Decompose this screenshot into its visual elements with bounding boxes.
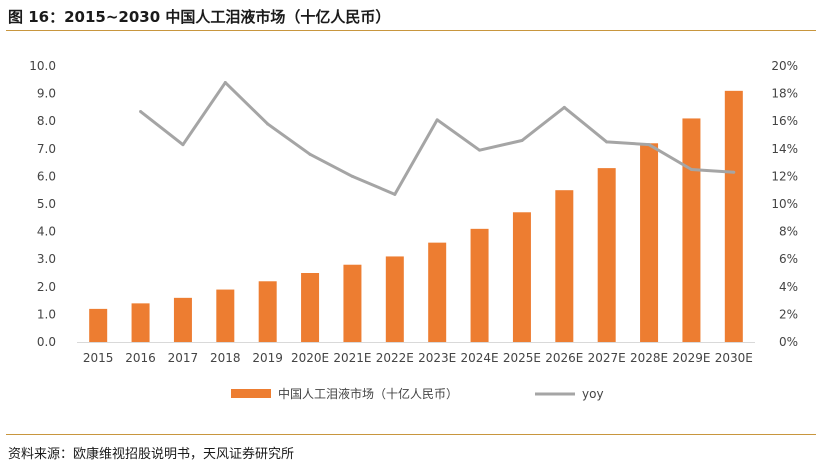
x-tick-label: 2030E [715, 351, 753, 365]
x-tick-label: 2018 [210, 351, 241, 365]
x-tick-label: 2021E [333, 351, 371, 365]
x-tick-label: 2025E [503, 351, 541, 365]
x-tick-label: 2015 [83, 351, 114, 365]
y-left-tick-label: 10.0 [29, 59, 56, 73]
yoy-point-2024E [478, 148, 482, 152]
yoy-point-2022E [393, 192, 397, 196]
footer-divider [6, 434, 816, 435]
y-left-tick-label: 2.0 [37, 280, 56, 294]
y-left-tick-label: 4.0 [37, 225, 56, 239]
y-right-tick-label: 18% [771, 87, 798, 101]
y-right-tick-label: 16% [771, 114, 798, 128]
bar-2028E [640, 143, 659, 342]
bar-2016 [131, 303, 150, 342]
x-tick-label: 2022E [376, 351, 414, 365]
bar-2019 [258, 281, 277, 342]
bar-2024E [470, 228, 489, 342]
x-tick-label: 2016 [125, 351, 156, 365]
bar-2026E [555, 190, 574, 342]
bar-2017 [173, 297, 192, 342]
title-divider [6, 30, 816, 31]
y-left-tick-label: 1.0 [37, 307, 56, 321]
x-tick-label: 2019 [252, 351, 283, 365]
yoy-point-2026E [562, 105, 566, 109]
x-tick-label: 2027E [588, 351, 626, 365]
y-right-tick-label: 20% [771, 59, 798, 73]
x-tick-label: 2024E [461, 351, 499, 365]
yoy-point-2027E [605, 140, 609, 144]
yoy-point-2017 [181, 143, 185, 147]
y-left-tick-label: 7.0 [37, 142, 56, 156]
legend-bar-swatch [231, 389, 271, 398]
bar-2030E [724, 90, 743, 342]
legend-line-label: yoy [582, 387, 604, 401]
bar-2022E [385, 256, 404, 342]
x-tick-label: 2020E [291, 351, 329, 365]
chart-title: 图 16：2015~2030 中国人工泪液市场（十亿人民币） [8, 8, 391, 26]
bar-2027E [597, 168, 616, 342]
yoy-point-2023E [435, 118, 439, 122]
y-right-tick-label: 6% [779, 252, 798, 266]
bar-2018 [216, 289, 235, 342]
x-tick-label: 2029E [672, 351, 710, 365]
yoy-point-2020E [308, 152, 312, 156]
legend-bar-label: 中国人工泪液市场（十亿人民币） [278, 386, 458, 401]
y-right-tick-label: 10% [771, 197, 798, 211]
y-left-tick-label: 0.0 [37, 335, 56, 349]
bar-2029E [682, 118, 701, 342]
bar-2020E [301, 273, 320, 342]
y-right-tick-label: 12% [771, 169, 798, 183]
x-tick-label: 2028E [630, 351, 668, 365]
y-right-tick-label: 4% [779, 280, 798, 294]
yoy-point-2029E [689, 168, 693, 171]
yoy-point-2018 [223, 81, 227, 85]
bar-2023E [428, 242, 447, 342]
y-left-tick-label: 9.0 [37, 87, 56, 101]
y-right-tick-label: 8% [779, 225, 798, 239]
yoy-point-2021E [350, 174, 354, 178]
bar-2025E [512, 212, 531, 342]
yoy-point-2019 [266, 122, 270, 126]
yoy-point-2028E [647, 143, 651, 147]
y-left-tick-label: 6.0 [37, 169, 56, 183]
y-right-tick-label: 2% [779, 307, 798, 321]
yoy-point-2025E [520, 139, 524, 143]
source-note: 资料来源：欧康维视招股说明书，天风证券研究所 [8, 447, 295, 462]
y-right-tick-label: 14% [771, 142, 798, 156]
y-left-tick-label: 8.0 [37, 114, 56, 128]
y-right-tick-label: 0% [779, 335, 798, 349]
y-left-tick-label: 3.0 [37, 252, 56, 266]
y-left-tick-label: 5.0 [37, 197, 56, 211]
bar-2021E [343, 264, 362, 342]
x-tick-label: 2023E [418, 351, 456, 365]
yoy-point-2030E [732, 170, 736, 174]
bar-2015 [89, 308, 108, 342]
x-tick-label: 2017 [168, 351, 199, 365]
x-tick-label: 2026E [545, 351, 583, 365]
yoy-point-2016 [139, 110, 143, 114]
